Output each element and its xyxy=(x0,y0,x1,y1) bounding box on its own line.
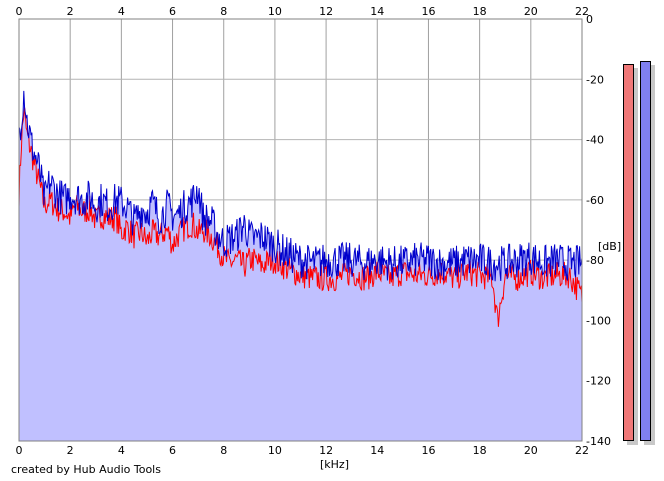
x-tick-label: 8 xyxy=(220,5,227,18)
x-tick-labels-top: 0 2 4 6 8 10 12 14 16 18 20 22 xyxy=(16,5,590,18)
series-blue-line xyxy=(18,90,583,282)
x-tick-labels-bottom: 0 2 4 6 8 10 12 14 16 18 20 22 xyxy=(16,444,590,457)
x-tick-label: 4 xyxy=(118,444,125,457)
y-tick-label: -140 xyxy=(586,435,611,448)
x-tick-label: 12 xyxy=(319,5,333,18)
x-tick-label: 4 xyxy=(118,5,125,18)
x-tick-label: 6 xyxy=(169,444,176,457)
x-tick-label: 20 xyxy=(524,5,538,18)
x-axis-label: [kHz] xyxy=(320,458,349,471)
y-tick-label: -100 xyxy=(586,314,611,327)
spectrum-lines xyxy=(18,90,583,327)
left-level-meter xyxy=(623,64,634,441)
x-tick-label: 20 xyxy=(524,444,538,457)
x-tick-label: 18 xyxy=(473,444,487,457)
y-tick-labels: 0 -20 -40 -60 -80 -100 -120 -140 xyxy=(586,13,611,448)
x-tick-label: 18 xyxy=(473,5,487,18)
x-tick-label: 6 xyxy=(169,5,176,18)
x-tick-label: 14 xyxy=(370,444,384,457)
x-tick-label: 8 xyxy=(220,444,227,457)
x-tick-label: 0 xyxy=(16,5,23,18)
x-tick-label: 12 xyxy=(319,444,333,457)
x-tick-label: 2 xyxy=(67,5,74,18)
plot-border xyxy=(18,18,583,442)
x-tick-label: 10 xyxy=(268,5,282,18)
right-level-meter xyxy=(640,61,651,441)
y-tick-label: 0 xyxy=(586,13,593,26)
x-tick-label: 0 xyxy=(16,444,23,457)
x-tick-label: 10 xyxy=(268,444,282,457)
y-tick-label: -60 xyxy=(586,194,604,207)
x-tick-label: 14 xyxy=(370,5,384,18)
plot-frame xyxy=(18,18,583,442)
series-red-line xyxy=(18,107,583,327)
x-tick-label: 22 xyxy=(575,444,589,457)
x-tick-label: 22 xyxy=(575,5,589,18)
x-tick-label: 16 xyxy=(421,5,435,18)
y-axis-label: [dB] xyxy=(598,240,621,253)
y-tick-label: -120 xyxy=(586,375,611,388)
x-tick-label: 16 xyxy=(421,444,435,457)
y-tick-label: -80 xyxy=(586,254,604,267)
y-tick-label: -20 xyxy=(586,73,604,86)
y-tick-label: -40 xyxy=(586,134,604,147)
x-tick-label: 2 xyxy=(67,444,74,457)
footer-credit: created by Hub Audio Tools xyxy=(11,463,161,476)
